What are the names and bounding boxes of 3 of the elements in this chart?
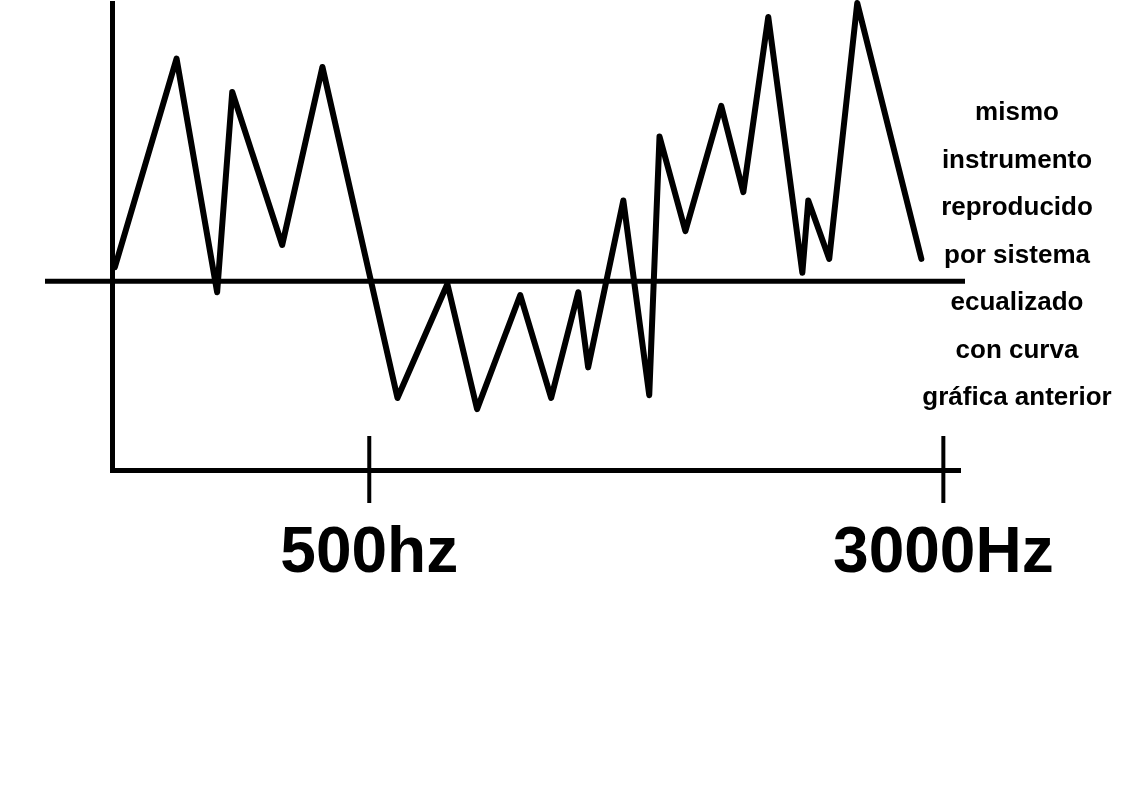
- x-tick-label: 3000Hz: [833, 514, 1054, 587]
- annotation: mismo instrumento reproducido por sistema ecualizado con curva gráfica anterior: [921, 95, 1113, 413]
- x-tick-label: 500hz: [280, 514, 459, 587]
